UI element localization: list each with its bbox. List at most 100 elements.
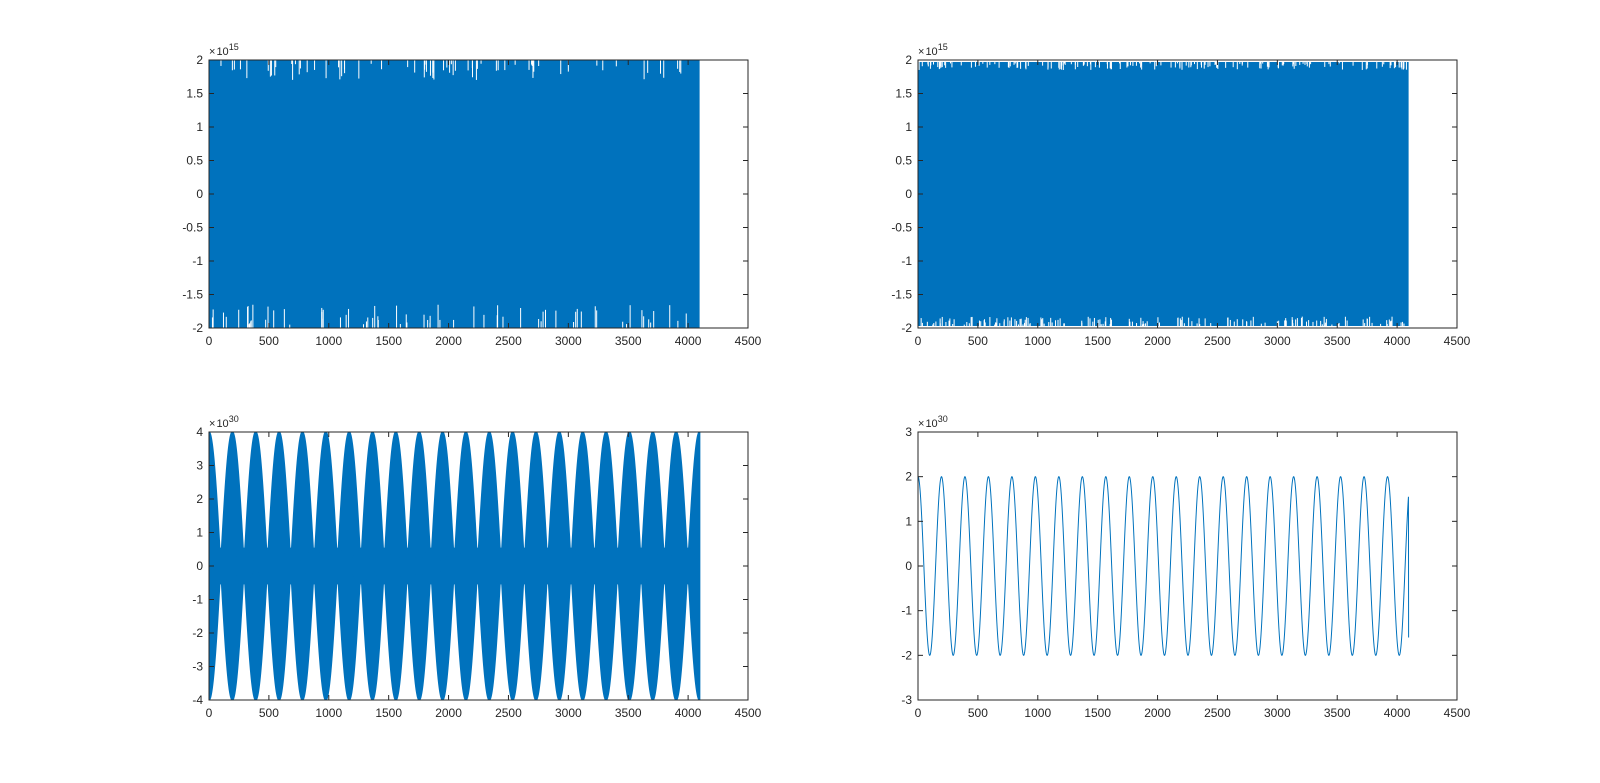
y-tick-label: 4 xyxy=(196,425,203,439)
y-tick-label: 2 xyxy=(196,53,203,67)
x-tick-label: 500 xyxy=(968,334,988,348)
y-tick-label: -4 xyxy=(192,693,203,707)
x-tick-label: 3500 xyxy=(1324,334,1351,348)
x-tick-label: 0 xyxy=(915,706,922,720)
x-tick-label: 1500 xyxy=(1084,706,1111,720)
x-tick-label: 4000 xyxy=(675,334,702,348)
y-tick-label: 3 xyxy=(196,459,203,473)
y-tick-label: 0 xyxy=(196,559,203,573)
x-tick-label: 2000 xyxy=(1144,706,1171,720)
y-tick-label: 0 xyxy=(196,187,203,201)
x-tick-label: 0 xyxy=(915,334,922,348)
exponent-power: 30 xyxy=(229,414,239,424)
y-tick-label: -1 xyxy=(901,254,912,268)
series-band xyxy=(209,60,700,328)
x-tick-label: 500 xyxy=(259,706,279,720)
y-tick-label: 1.5 xyxy=(186,87,203,101)
x-tick-label: 3000 xyxy=(1264,706,1291,720)
x-tick-label: 2000 xyxy=(435,706,462,720)
x-tick-label: 3500 xyxy=(1324,706,1351,720)
x-tick-label: 2500 xyxy=(495,706,522,720)
x-tick-label: 4500 xyxy=(735,706,762,720)
x-tick-label: 3000 xyxy=(555,334,582,348)
y-tick-label: -2 xyxy=(192,321,203,335)
x-tick-label: 3500 xyxy=(615,706,642,720)
x-tick-label: 3000 xyxy=(1264,334,1291,348)
x-tick-label: 1500 xyxy=(375,334,402,348)
series-group xyxy=(918,476,1410,656)
x-tick-label: 3500 xyxy=(615,334,642,348)
x-tick-label: 4000 xyxy=(1384,334,1411,348)
axes-background xyxy=(918,432,1457,700)
x-tick-label: 500 xyxy=(968,706,988,720)
y-tick-label: 0 xyxy=(905,187,912,201)
x-tick-label: 1000 xyxy=(315,334,342,348)
exponent-base: 10 xyxy=(216,418,228,430)
x-tick-label: 1000 xyxy=(1024,334,1051,348)
x-tick-label: 500 xyxy=(259,334,279,348)
exponent-base: 10 xyxy=(216,46,228,58)
y-tick-label: 2 xyxy=(905,470,912,484)
y-tick-label: 2 xyxy=(905,53,912,67)
y-tick-label: 1.5 xyxy=(895,87,912,101)
y-tick-label: 1 xyxy=(905,120,912,134)
x-tick-label: 2000 xyxy=(1144,334,1171,348)
x-tick-label: 2000 xyxy=(435,334,462,348)
series-group xyxy=(209,60,700,328)
exponent-times: × xyxy=(209,46,215,58)
y-tick-label: 1 xyxy=(196,526,203,540)
subplot-top-right: 0 500 1000 1500 2000 2500 3000 3500 4000 4500 -2 -1… xyxy=(891,42,1470,348)
y-tick-label: -1 xyxy=(192,254,203,268)
x-tick-label: 0 xyxy=(206,706,213,720)
subplot-bottom-right: 0 500 1000 1500 2000 2500 3000 3500 4000 4500 -3 -2… xyxy=(901,414,1470,720)
exponent-times: × xyxy=(918,46,924,58)
x-tick-label: 1000 xyxy=(315,706,342,720)
x-tick-label: 1500 xyxy=(375,706,402,720)
y-tick-label: -1 xyxy=(192,593,203,607)
y-tick-label: 1 xyxy=(905,514,912,528)
exponent-power: 30 xyxy=(938,414,948,424)
exponent-times: × xyxy=(209,418,215,430)
x-tick-label: 4000 xyxy=(1384,706,1411,720)
exponent-base: 10 xyxy=(925,418,937,430)
y-exponent-label: ×1030 xyxy=(209,414,239,430)
y-tick-label: -2 xyxy=(901,648,912,662)
x-tick-label: 2500 xyxy=(1204,334,1231,348)
y-tick-label: 2 xyxy=(196,492,203,506)
y-tick-label: 0.5 xyxy=(895,154,912,168)
x-tick-label: 1500 xyxy=(1084,334,1111,348)
y-tick-label: -1.5 xyxy=(182,288,203,302)
y-tick-label: 0 xyxy=(905,559,912,573)
exponent-power: 15 xyxy=(938,42,948,52)
series-edge-spikes xyxy=(211,60,687,328)
y-exponent-label: ×1015 xyxy=(918,42,948,58)
x-tick-label: 1000 xyxy=(1024,706,1051,720)
series-center-band xyxy=(209,547,700,585)
x-tick-label: 0 xyxy=(206,334,213,348)
series-band xyxy=(918,62,1409,326)
y-tick-label: -0.5 xyxy=(182,221,203,235)
series-edge-spikes xyxy=(918,62,1407,326)
x-tick-label: 4500 xyxy=(735,334,762,348)
series-line xyxy=(918,476,1410,656)
y-tick-label: -0.5 xyxy=(891,221,912,235)
y-tick-label: -3 xyxy=(901,693,912,707)
x-tick-label: 4500 xyxy=(1444,706,1471,720)
subplot-top-left: 0 500 1000 1500 2000 2500 3000 3500 4000 4500 -2 -1… xyxy=(182,42,761,348)
y-tick-label: 0.5 xyxy=(186,154,203,168)
y-tick-label: -1.5 xyxy=(891,288,912,302)
y-tick-label: 1 xyxy=(196,120,203,134)
x-tick-label: 2500 xyxy=(1204,706,1231,720)
exponent-base: 10 xyxy=(925,46,937,58)
subplot-bottom-left: 0 500 1000 1500 2000 2500 3000 3500 4000 4500 -4 -3… xyxy=(192,414,761,720)
series-group xyxy=(918,62,1409,326)
y-tick-label: -3 xyxy=(192,660,203,674)
y-exponent-label: ×1015 xyxy=(209,42,239,58)
series-group xyxy=(209,432,701,700)
exponent-times: × xyxy=(918,418,924,430)
exponent-power: 15 xyxy=(229,42,239,52)
y-tick-label: 3 xyxy=(905,425,912,439)
x-tick-label: 4500 xyxy=(1444,334,1471,348)
x-tick-label: 2500 xyxy=(495,334,522,348)
y-tick-label: -1 xyxy=(901,604,912,618)
